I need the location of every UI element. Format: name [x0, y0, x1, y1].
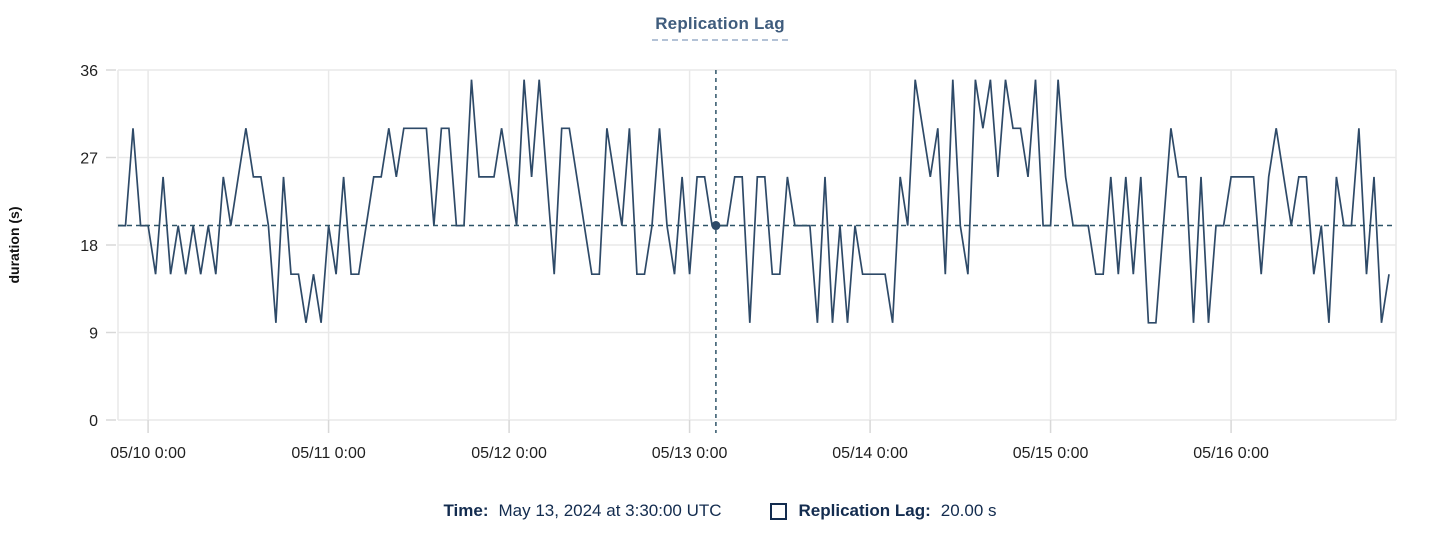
crosshair-point — [711, 221, 721, 231]
plot-area[interactable] — [118, 70, 1396, 420]
tooltip-time-label: Time: — [443, 501, 489, 520]
x-tick-label-4: 05/14 0:00 — [832, 445, 908, 462]
replication-lag-chart[interactable]: 0 9 18 27 36 05/10 0:00 05/11 0:00 05/12 0:00 05… — [0, 0, 1440, 490]
chart-title-row: Replication Lag — [0, 14, 1440, 41]
x-tick-label-5: 05/15 0:00 — [1013, 445, 1089, 462]
chart-title[interactable]: Replication Lag — [652, 14, 788, 41]
x-tick-label-1: 05/11 0:00 — [291, 445, 366, 462]
replication-lag-line — [118, 79, 1390, 324]
y-tick-label-18: 18 — [80, 238, 98, 255]
crosshair-tooltip: Time: May 13, 2024 at 3:30:00 UTC Replic… — [0, 501, 1440, 521]
y-tick-label-0: 0 — [89, 413, 98, 430]
tooltip-series-label: Replication Lag: — [798, 501, 931, 520]
x-tick-label-3: 05/13 0:00 — [652, 445, 728, 462]
y-tick-label-27: 27 — [80, 151, 98, 168]
tooltip-series-value: 20.00 s — [940, 501, 997, 520]
x-tick-label-2: 05/12 0:00 — [471, 445, 547, 462]
y-tick-label-36: 36 — [80, 63, 98, 80]
y-tick-label-9: 9 — [89, 326, 98, 343]
x-tick-label-6: 05/16 0:00 — [1193, 445, 1269, 462]
x-tick-label-0: 05/10 0:00 — [110, 445, 186, 462]
series-swatch-icon — [769, 502, 787, 520]
tooltip-time-value: May 13, 2024 at 3:30:00 UTC — [498, 501, 722, 520]
